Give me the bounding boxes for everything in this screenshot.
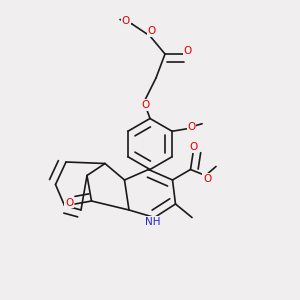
Text: O: O (65, 197, 73, 208)
Text: O: O (141, 100, 150, 110)
Text: NH: NH (145, 217, 161, 227)
Text: O: O (188, 122, 196, 132)
Text: O: O (189, 142, 198, 152)
Text: O: O (203, 173, 211, 184)
Text: O: O (122, 16, 130, 26)
Text: O: O (183, 46, 192, 56)
Text: O: O (147, 26, 156, 37)
